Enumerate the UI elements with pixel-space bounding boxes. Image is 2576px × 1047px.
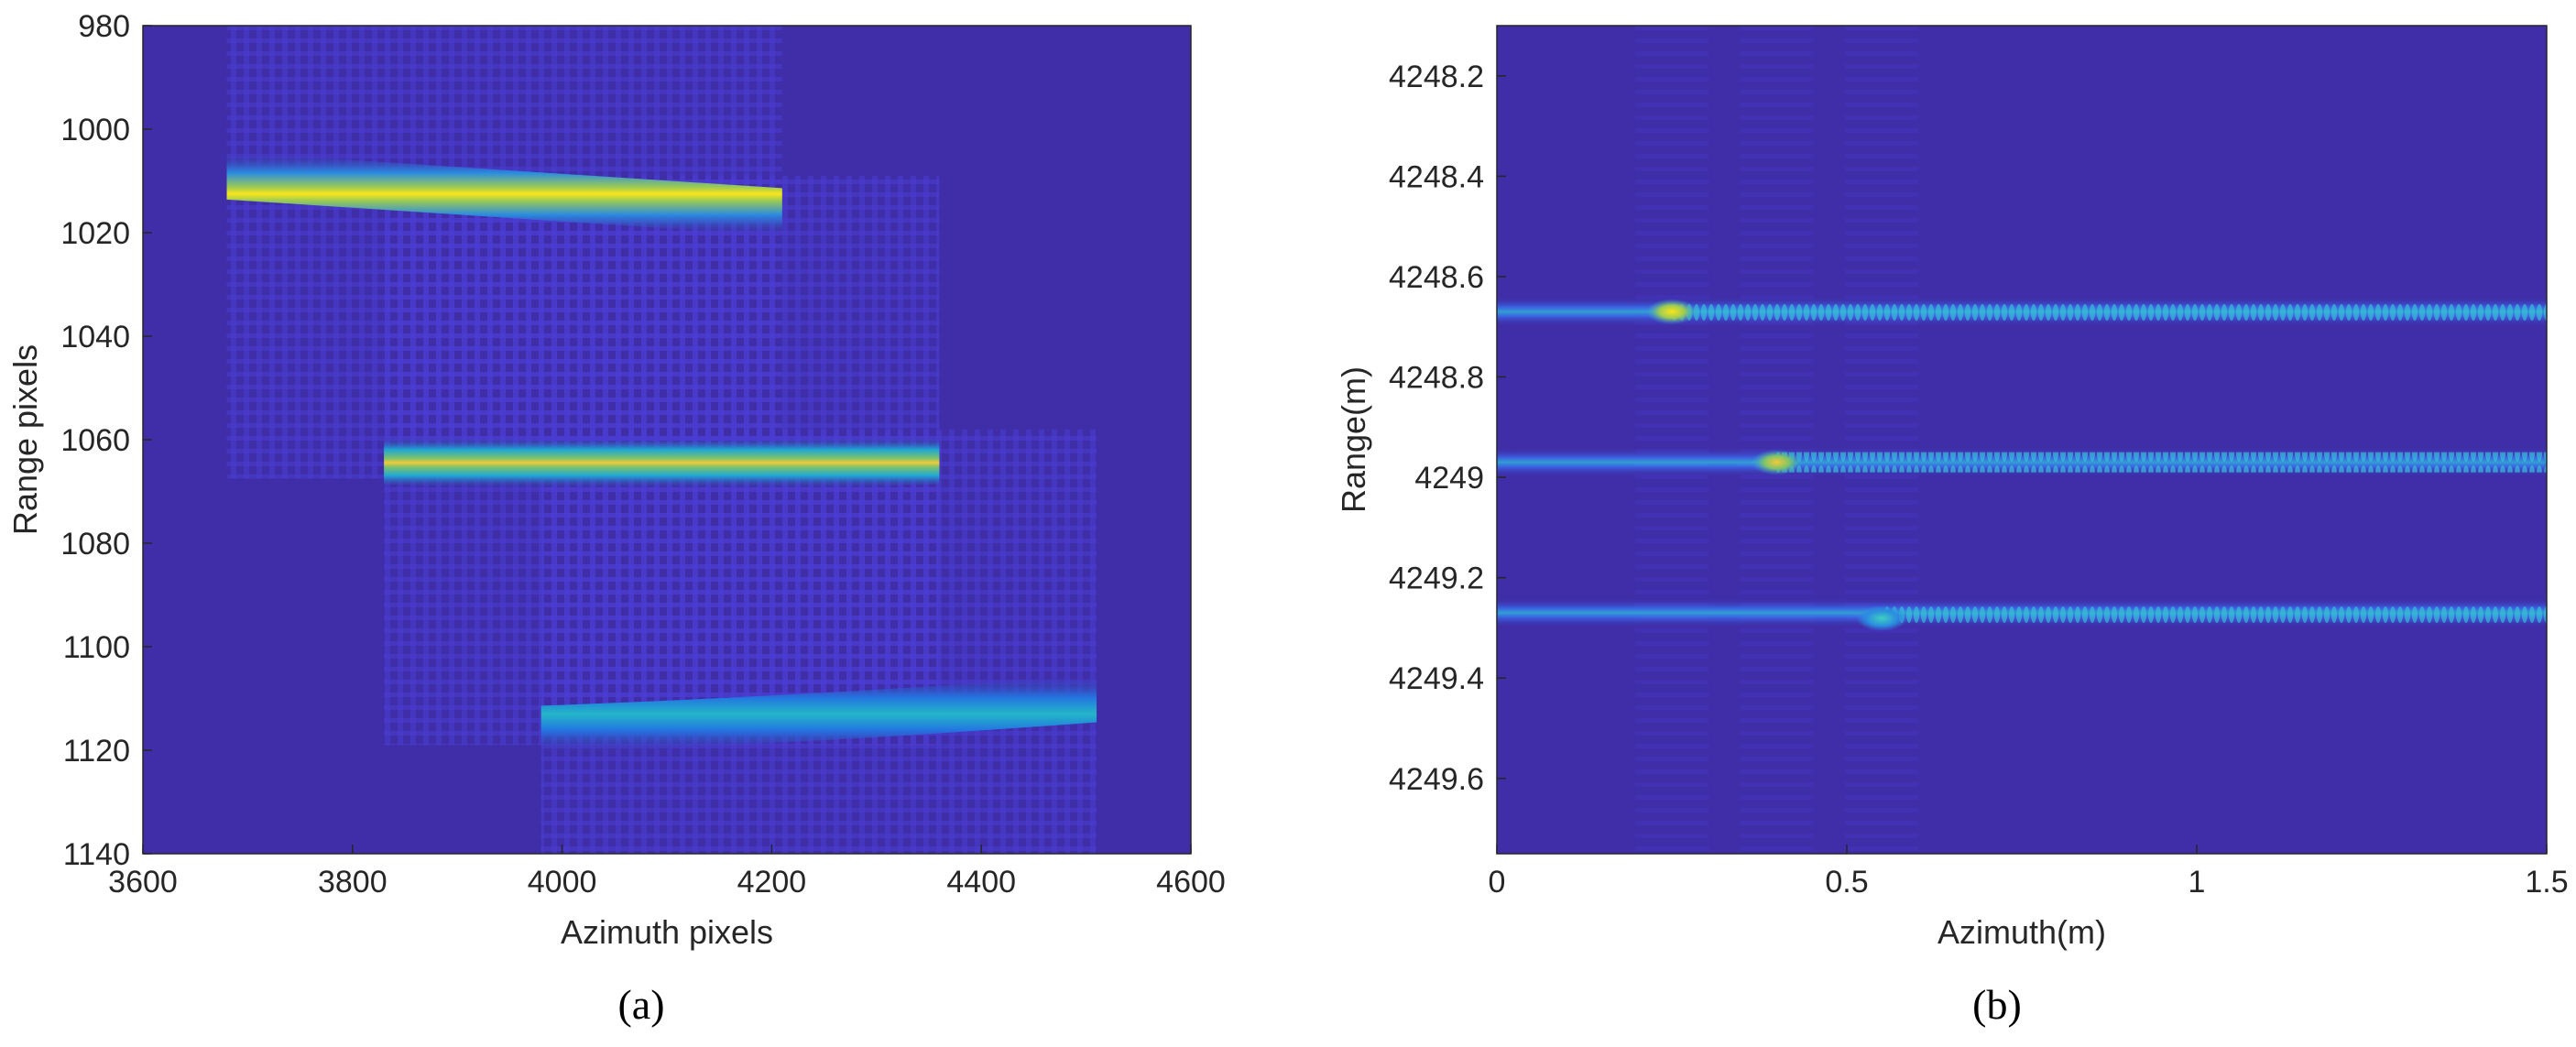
panel-b-x-label: Azimuth(m) — [1937, 913, 2106, 951]
panel-a: 3600 3800 4000 4200 4400 4600 980 1000 1020 1040… — [6, 9, 1226, 1028]
y-tick-label: 1100 — [63, 630, 130, 665]
range-peak — [1751, 449, 1803, 475]
x-tick-label: 0.5 — [1825, 865, 1868, 900]
range-line-modulation — [1672, 301, 2547, 322]
panel-b-y-ticks: 4248.2 4248.4 4248.6 4248.8 4249 4249.2 4249.4… — [1389, 60, 1506, 797]
stripe-texture-h — [540, 429, 1097, 854]
x-tick-label: 1.5 — [2525, 865, 2568, 900]
y-tick-label: 4248.2 — [1389, 60, 1484, 94]
x-tick-label: 4400 — [946, 865, 1016, 900]
panel-a-y-label: Range pixels — [6, 344, 44, 535]
panel-a-x-label: Azimuth pixels — [561, 913, 773, 951]
x-tick-label: 4000 — [528, 865, 597, 900]
range-line-modulation — [1776, 452, 2547, 473]
y-tick-label: 4249.2 — [1389, 562, 1484, 596]
panel-b: 0 0.5 1 1.5 4248.24248.44248.64248.84249424… — [1335, 25, 2569, 1028]
panel-a-caption: (a) — [617, 981, 664, 1028]
panel-a-x-ticks: 3600 3800 4000 4200 4400 4600 — [108, 845, 1226, 900]
y-tick-label: 4248.4 — [1389, 159, 1484, 194]
y-tick-label: 1040 — [60, 320, 130, 354]
x-tick-label: 4200 — [737, 865, 807, 900]
y-tick-label: 1020 — [60, 216, 130, 251]
y-tick-label: 4249.4 — [1389, 661, 1484, 696]
range-stripe — [384, 436, 940, 489]
y-tick-label: 4248.8 — [1389, 361, 1484, 396]
azimuth-sidelobe-column — [1845, 26, 1919, 854]
range-peak — [1646, 299, 1697, 325]
y-tick-label: 1000 — [60, 113, 130, 147]
range-line-modulation — [1882, 603, 2547, 624]
x-tick-label: 3600 — [108, 865, 178, 900]
panel-a-marks — [226, 26, 1097, 854]
panel-a-y-ticks: 980 1000 1020 1040 1060 1080 1100 1120 1140 — [60, 9, 152, 872]
y-tick-label: 4249.6 — [1389, 762, 1484, 797]
range-stripe — [226, 151, 782, 236]
panel-b-y-label: Range(m) — [1335, 366, 1372, 513]
panel-b-marks — [1497, 26, 2547, 854]
range-peak — [1856, 605, 1908, 632]
azimuth-sidelobe-column — [1635, 26, 1708, 854]
y-tick-label: 4248.6 — [1389, 260, 1484, 295]
azimuth-sidelobe-column — [1740, 26, 1814, 854]
x-tick-label: 1 — [2189, 865, 2206, 900]
x-tick-label: 4600 — [1156, 865, 1226, 900]
panel-b-caption: (b) — [1972, 981, 2022, 1028]
x-tick-label: 0 — [1489, 865, 1506, 900]
range-stripe — [540, 674, 1097, 754]
panel-b-frame — [1496, 25, 2548, 855]
y-tick-label: 980 — [78, 9, 130, 44]
y-tick-label: 1060 — [60, 423, 130, 458]
y-tick-label: 1080 — [60, 527, 130, 562]
y-tick-label: 1140 — [63, 837, 130, 872]
y-tick-label: 1120 — [63, 734, 130, 769]
panel-b-x-ticks: 0 0.5 1 1.5 — [1489, 845, 2569, 900]
y-tick-label: 4249 — [1414, 461, 1484, 496]
x-tick-label: 3800 — [318, 865, 387, 900]
